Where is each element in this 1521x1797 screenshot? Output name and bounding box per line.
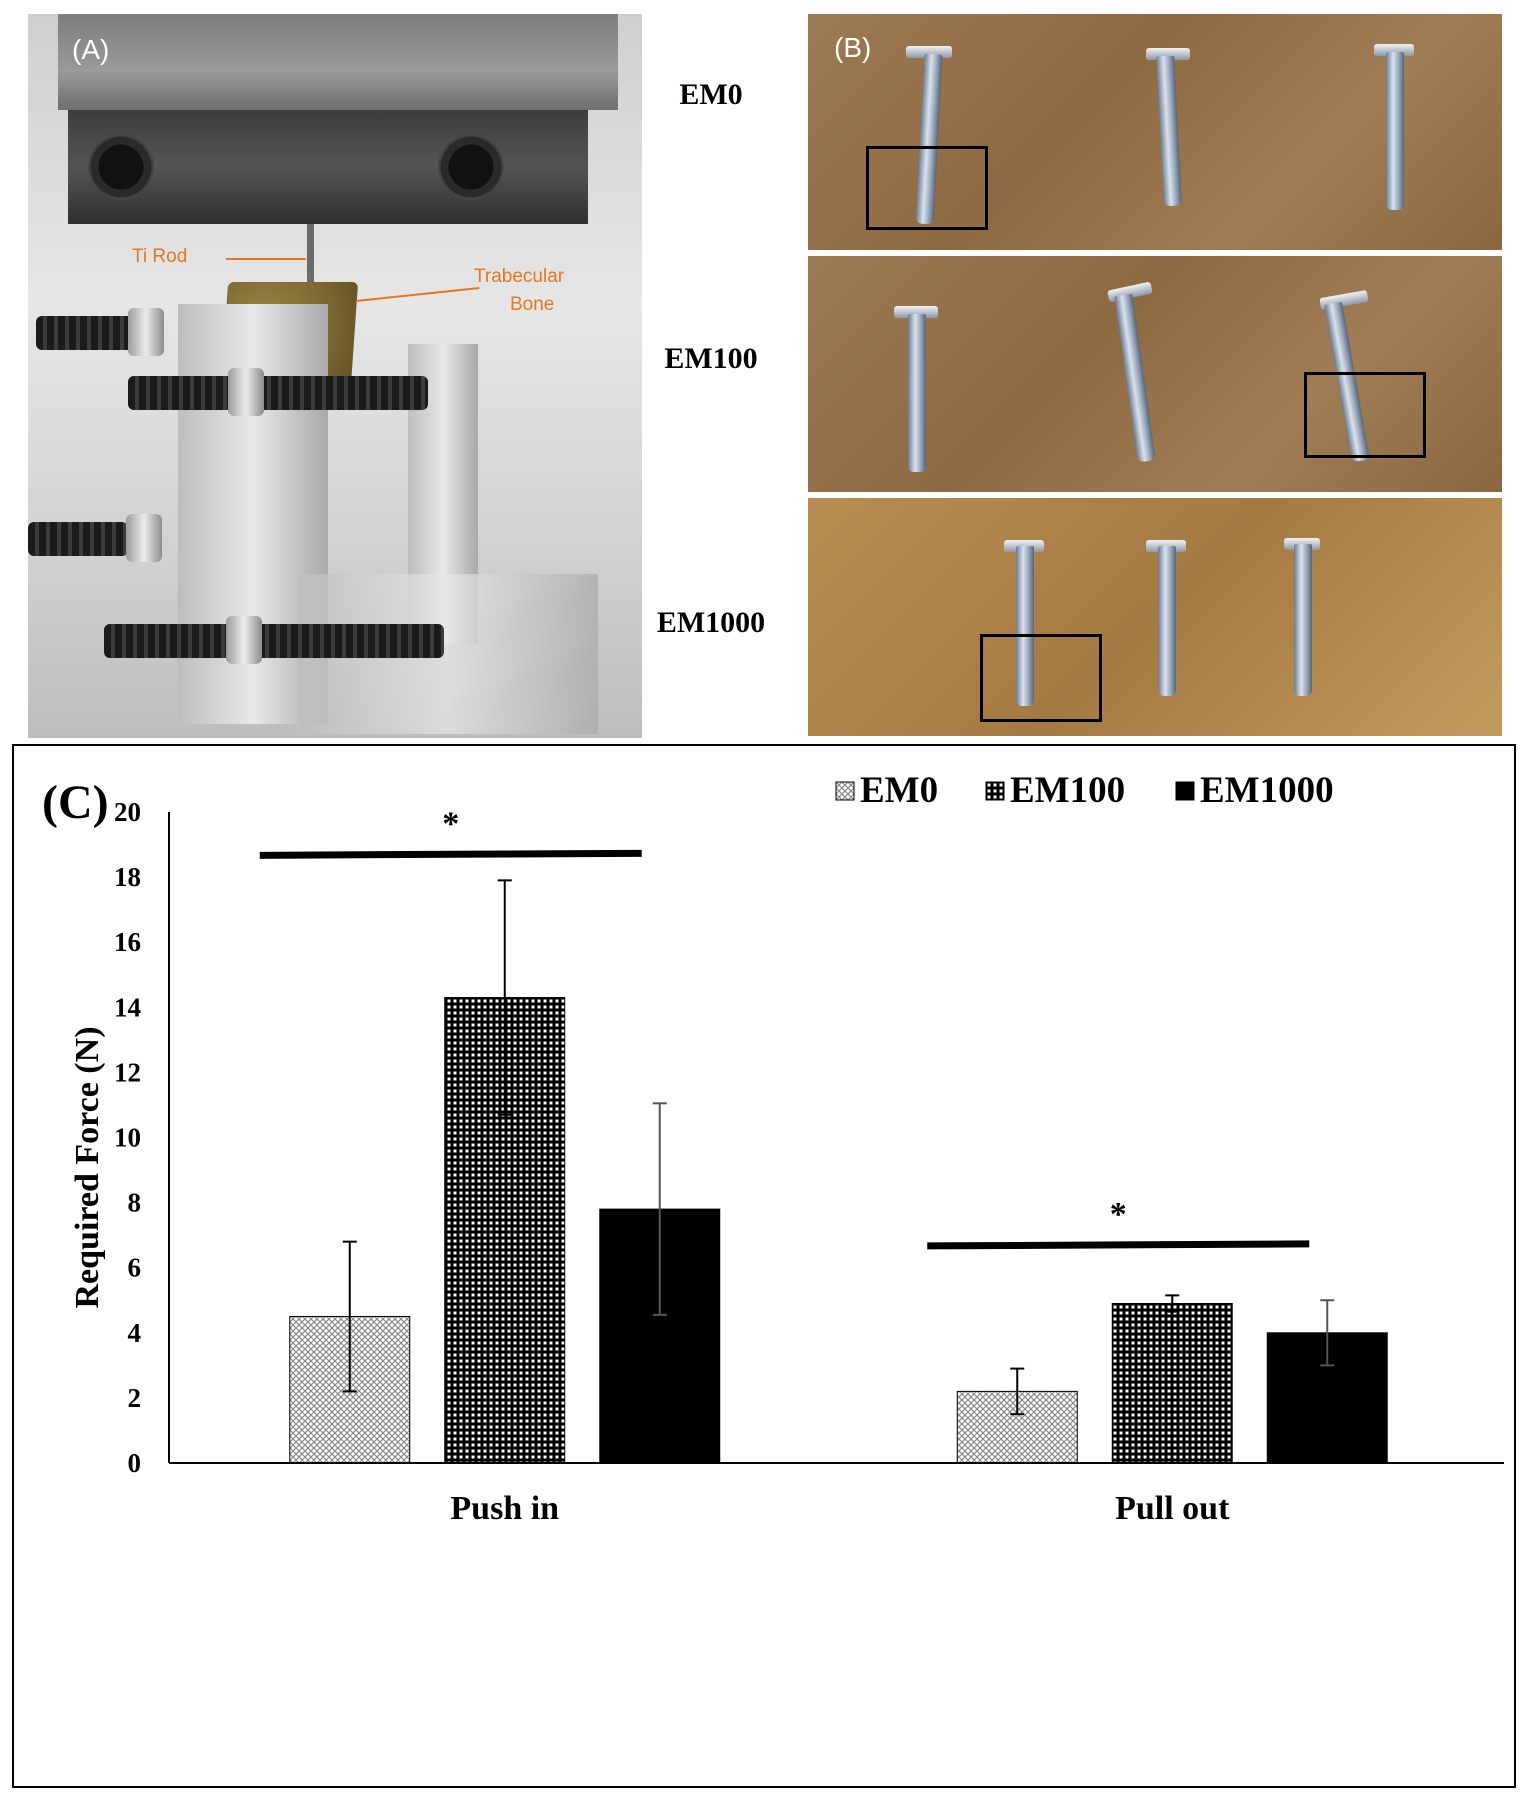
nut-4: [226, 616, 262, 664]
fixture-photo: (A) Ti Rod Trabecular Bone: [28, 14, 642, 738]
nut-3: [126, 514, 162, 562]
x-axis: Push in Pull out: [169, 1462, 1504, 1527]
rod: [1156, 55, 1182, 207]
significance-bar: [259, 849, 642, 859]
highlight-box: [866, 146, 988, 230]
trabecular-bone-label-line1: Trabecular: [474, 266, 565, 287]
x-category-label: Pull out: [1115, 1490, 1230, 1527]
panel-a-letter: (A): [72, 34, 110, 65]
bars: [289, 879, 1388, 1464]
rod-photo-em100: [808, 256, 1502, 492]
nut-1: [128, 308, 164, 356]
y-tick-label: 16: [114, 927, 141, 957]
bolt-head-left: [88, 134, 154, 200]
legend-swatch: [1175, 781, 1195, 801]
row-label-em1000: EM1000: [656, 606, 766, 639]
screw-3: [28, 522, 128, 556]
rod-head: [894, 306, 938, 318]
y-tick-label: 20: [114, 797, 141, 827]
y-tick-label: 2: [128, 1383, 142, 1413]
ti-rod: [307, 224, 314, 286]
rod-photo-em0: (B): [808, 14, 1502, 250]
legend: EM0 EM100 EM1000: [835, 770, 1334, 811]
significance-star: *: [1110, 1196, 1127, 1233]
ti-rod-label: Ti Rod: [132, 246, 188, 267]
nut-2: [228, 368, 264, 416]
panel-c-letter: (C): [42, 776, 109, 829]
legend-swatch: [985, 781, 1005, 801]
significance-markers: **: [259, 805, 1310, 1250]
significance-star: *: [442, 805, 459, 842]
rod-photo-em1000: [808, 498, 1502, 736]
trabecular-bone-label-line2: Bone: [510, 294, 555, 315]
ti-rod-pointer: [226, 258, 306, 260]
highlight-box: [980, 634, 1102, 722]
rod-head: [1374, 44, 1414, 56]
legend-label: EM1000: [1200, 770, 1334, 811]
bar: [1111, 1303, 1233, 1464]
screw-2: [128, 376, 428, 410]
panel-b-letter: (B): [834, 32, 872, 63]
rod: [1158, 546, 1176, 696]
trabecular-bone-pointer: [355, 287, 480, 302]
highlight-box: [1304, 372, 1426, 458]
legend-label: EM100: [1010, 770, 1125, 811]
legend-swatch: [835, 781, 855, 801]
y-tick-label: 18: [114, 862, 141, 892]
y-tick-label: 0: [128, 1448, 142, 1478]
y-tick-label: 12: [114, 1057, 141, 1087]
bolt-head-right: [438, 134, 504, 200]
row-label-em0: EM0: [679, 78, 743, 111]
y-tick-label: 14: [114, 992, 141, 1022]
screw-1: [36, 316, 136, 350]
y-tick-label: 4: [128, 1318, 142, 1348]
rod: [908, 314, 926, 472]
legend-label: EM0: [860, 770, 938, 811]
row-label-em100: EM100: [664, 342, 758, 375]
screw-4: [104, 624, 444, 658]
rod: [1114, 293, 1156, 463]
rod: [1386, 52, 1404, 210]
y-tick-label: 6: [128, 1253, 142, 1283]
clamp-upper-block: [58, 14, 618, 110]
y-axis: 0 2 4 6 8 10 12 14 16 18 20: [114, 797, 170, 1478]
y-tick-label: 8: [128, 1188, 142, 1218]
bar-chart-panel: (C) 0 2 4 6 8 10 12 14 16 18 20 Push in Pull out * *…: [12, 744, 1516, 1788]
rod: [1294, 544, 1312, 696]
x-category-label: Push in: [450, 1490, 559, 1527]
rod: [1016, 546, 1034, 706]
y-tick-label: 10: [114, 1123, 141, 1153]
y-axis-title: Required Force (N): [69, 1026, 106, 1308]
significance-bar: [927, 1240, 1310, 1250]
